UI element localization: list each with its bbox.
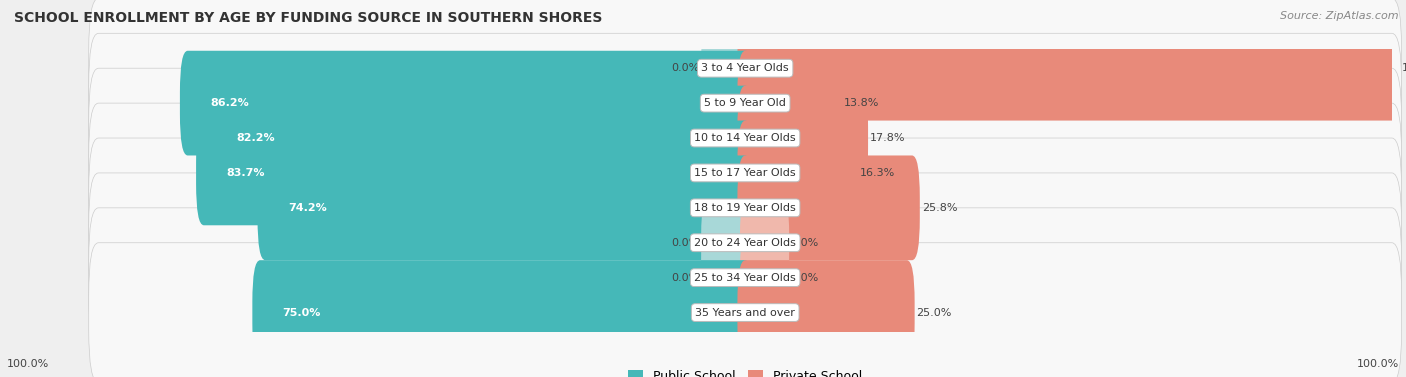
- Text: 10 to 14 Year Olds: 10 to 14 Year Olds: [695, 133, 796, 143]
- FancyBboxPatch shape: [257, 155, 754, 260]
- Text: SCHOOL ENROLLMENT BY AGE BY FUNDING SOURCE IN SOUTHERN SHORES: SCHOOL ENROLLMENT BY AGE BY FUNDING SOUR…: [14, 11, 602, 25]
- FancyBboxPatch shape: [737, 16, 1400, 121]
- Text: 35 Years and over: 35 Years and over: [695, 308, 796, 317]
- Text: 25.0%: 25.0%: [917, 308, 952, 317]
- Text: 0.0%: 0.0%: [672, 238, 700, 248]
- Text: 15 to 17 Year Olds: 15 to 17 Year Olds: [695, 168, 796, 178]
- Text: 74.2%: 74.2%: [288, 203, 326, 213]
- Text: 83.7%: 83.7%: [226, 168, 264, 178]
- Text: 0.0%: 0.0%: [790, 273, 818, 283]
- FancyBboxPatch shape: [89, 0, 1402, 138]
- FancyBboxPatch shape: [737, 86, 868, 190]
- Text: 25 to 34 Year Olds: 25 to 34 Year Olds: [695, 273, 796, 283]
- FancyBboxPatch shape: [89, 68, 1402, 208]
- Text: 100.0%: 100.0%: [7, 359, 49, 369]
- Text: 16.3%: 16.3%: [860, 168, 896, 178]
- FancyBboxPatch shape: [702, 30, 751, 107]
- Text: 3 to 4 Year Olds: 3 to 4 Year Olds: [702, 63, 789, 73]
- FancyBboxPatch shape: [205, 86, 754, 190]
- FancyBboxPatch shape: [195, 121, 754, 225]
- FancyBboxPatch shape: [740, 239, 789, 316]
- FancyBboxPatch shape: [252, 260, 754, 365]
- FancyBboxPatch shape: [737, 121, 858, 225]
- Text: 0.0%: 0.0%: [672, 63, 700, 73]
- FancyBboxPatch shape: [89, 243, 1402, 377]
- Text: 86.2%: 86.2%: [211, 98, 249, 108]
- Text: 75.0%: 75.0%: [283, 308, 321, 317]
- Text: 20 to 24 Year Olds: 20 to 24 Year Olds: [695, 238, 796, 248]
- FancyBboxPatch shape: [737, 260, 915, 365]
- FancyBboxPatch shape: [740, 204, 789, 281]
- Text: 0.0%: 0.0%: [672, 273, 700, 283]
- FancyBboxPatch shape: [702, 204, 751, 281]
- FancyBboxPatch shape: [702, 239, 751, 316]
- Text: 82.2%: 82.2%: [236, 133, 274, 143]
- FancyBboxPatch shape: [737, 155, 920, 260]
- Text: 18 to 19 Year Olds: 18 to 19 Year Olds: [695, 203, 796, 213]
- FancyBboxPatch shape: [737, 51, 842, 155]
- Text: Source: ZipAtlas.com: Source: ZipAtlas.com: [1281, 11, 1399, 21]
- Text: 5 to 9 Year Old: 5 to 9 Year Old: [704, 98, 786, 108]
- FancyBboxPatch shape: [89, 173, 1402, 313]
- Text: 25.8%: 25.8%: [922, 203, 957, 213]
- FancyBboxPatch shape: [89, 138, 1402, 277]
- Text: 0.0%: 0.0%: [790, 238, 818, 248]
- FancyBboxPatch shape: [89, 103, 1402, 243]
- FancyBboxPatch shape: [89, 208, 1402, 348]
- Text: 100.0%: 100.0%: [1402, 63, 1406, 73]
- Text: 13.8%: 13.8%: [844, 98, 880, 108]
- Text: 17.8%: 17.8%: [870, 133, 905, 143]
- FancyBboxPatch shape: [180, 51, 754, 155]
- Text: 100.0%: 100.0%: [1357, 359, 1399, 369]
- FancyBboxPatch shape: [89, 33, 1402, 173]
- Legend: Public School, Private School: Public School, Private School: [623, 365, 868, 377]
